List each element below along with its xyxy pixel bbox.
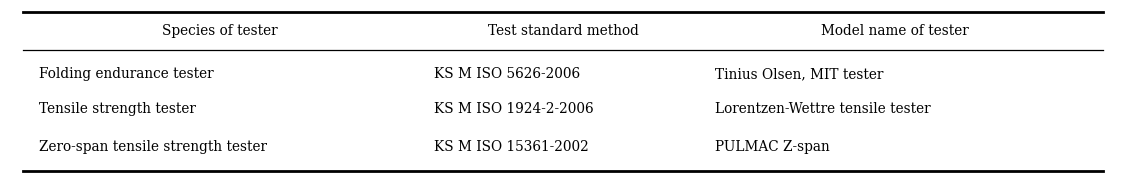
Text: Tinius Olsen, MIT tester: Tinius Olsen, MIT tester xyxy=(715,67,884,81)
Text: Folding endurance tester: Folding endurance tester xyxy=(39,67,214,81)
Text: KS M ISO 5626-2006: KS M ISO 5626-2006 xyxy=(434,67,580,81)
Text: KS M ISO 1924-2-2006: KS M ISO 1924-2-2006 xyxy=(434,103,593,116)
Text: Tensile strength tester: Tensile strength tester xyxy=(39,103,196,116)
Text: Species of tester: Species of tester xyxy=(162,24,277,38)
Text: Lorentzen-Wettre tensile tester: Lorentzen-Wettre tensile tester xyxy=(715,103,930,116)
Text: Zero-span tensile strength tester: Zero-span tensile strength tester xyxy=(39,140,267,154)
Text: KS M ISO 15361-2002: KS M ISO 15361-2002 xyxy=(434,140,588,154)
Text: PULMAC Z-span: PULMAC Z-span xyxy=(715,140,830,154)
Text: Model name of tester: Model name of tester xyxy=(821,24,969,38)
Text: Test standard method: Test standard method xyxy=(488,24,638,38)
